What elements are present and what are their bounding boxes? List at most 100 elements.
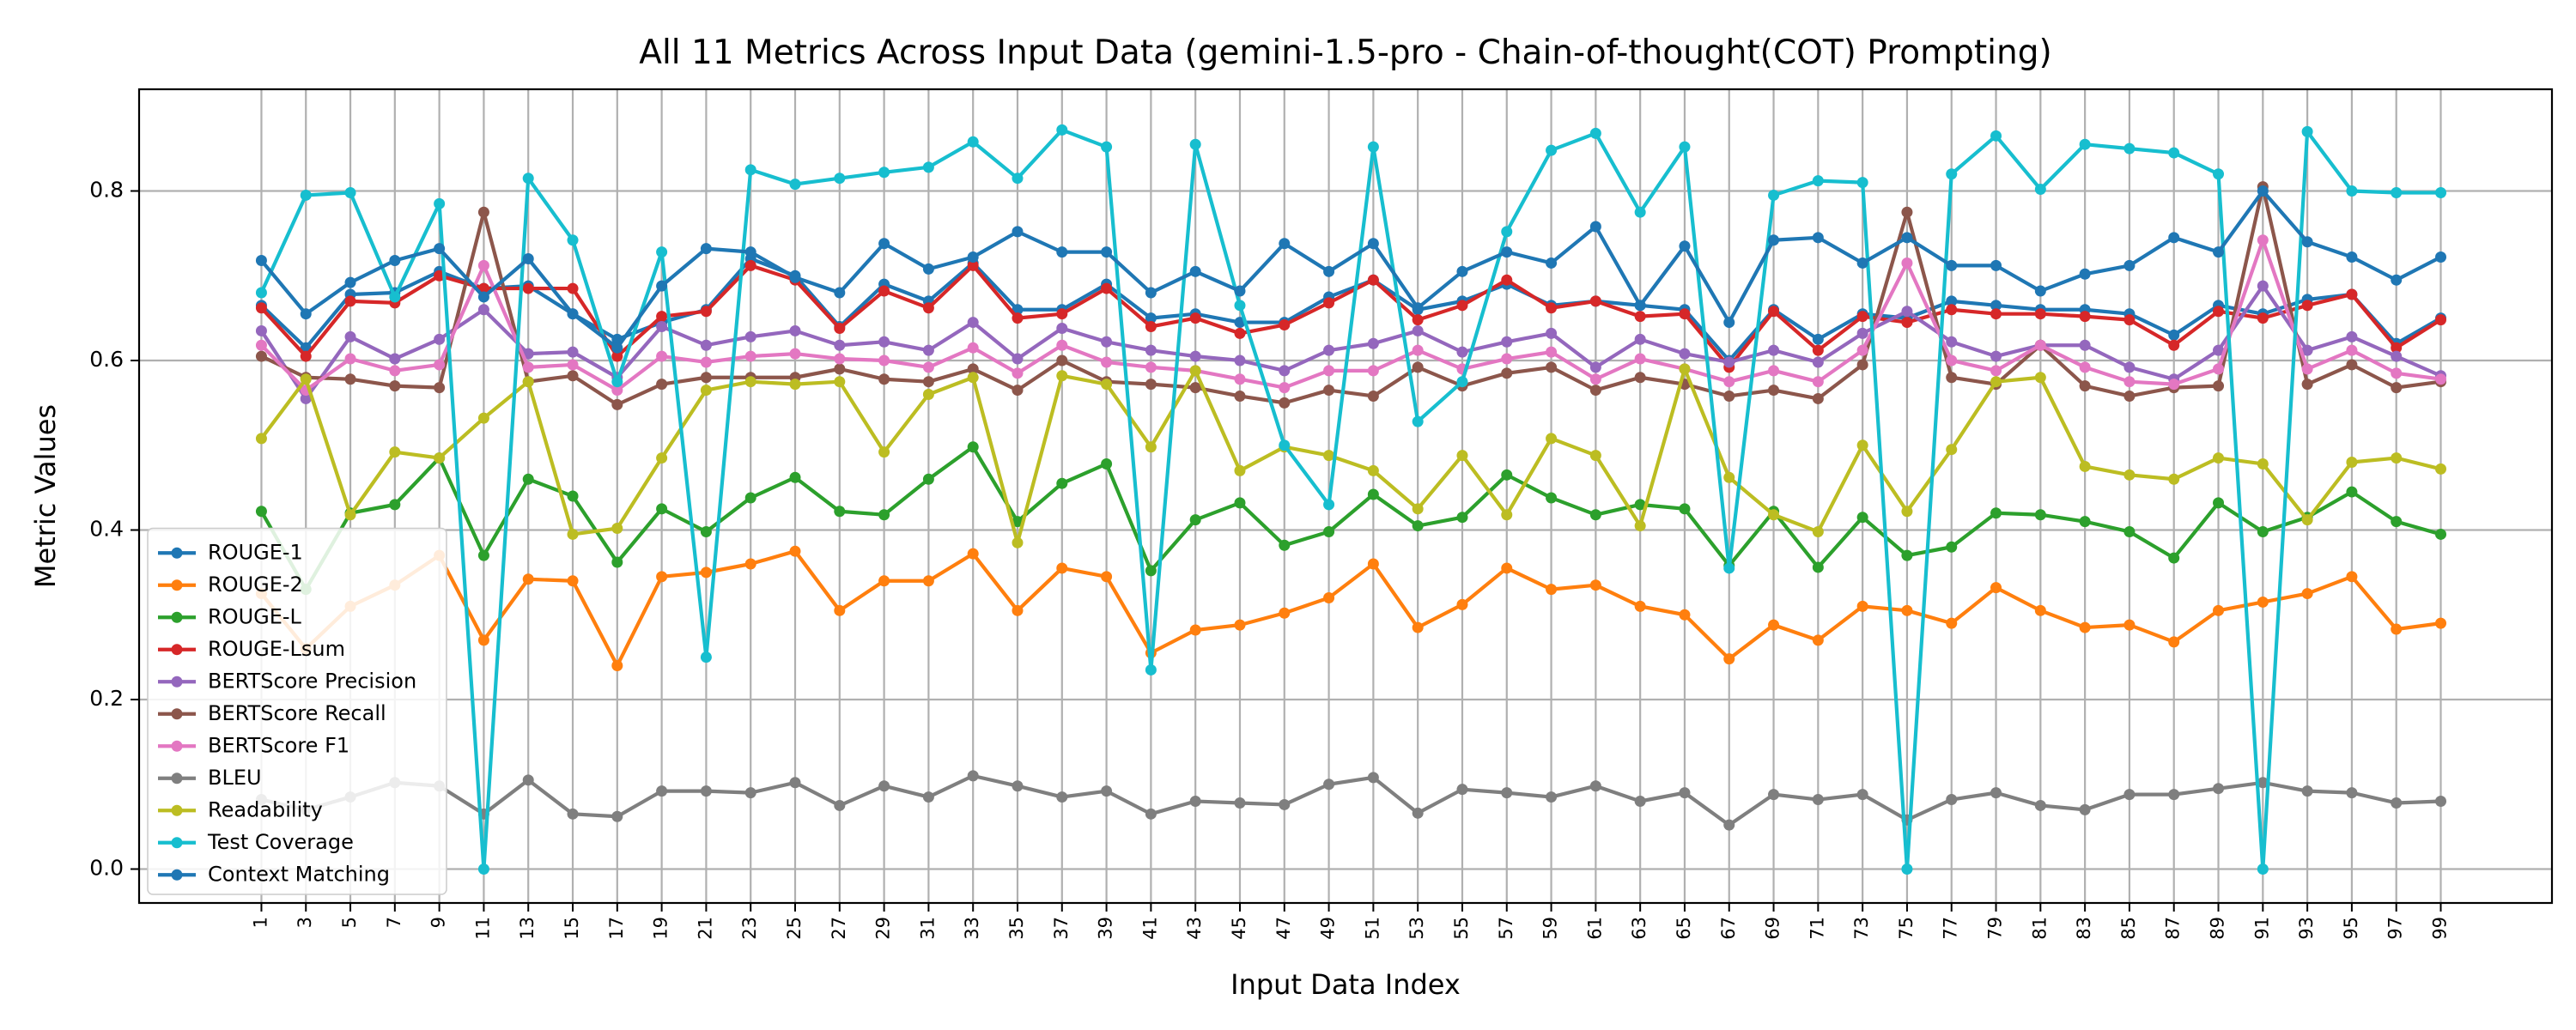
series-line	[259, 549, 2441, 668]
x-tick-label: 21	[695, 917, 715, 940]
data-point	[922, 361, 934, 373]
data-point	[1546, 791, 1558, 803]
data-point	[2257, 525, 2269, 537]
data-point	[2168, 789, 2180, 801]
x-tick-label: 19	[651, 917, 671, 940]
data-point	[656, 379, 668, 391]
data-point	[567, 359, 579, 371]
data-point	[1412, 302, 1424, 314]
x-tick-label: 23	[739, 917, 760, 940]
data-point	[522, 361, 534, 373]
series-context-matching	[255, 185, 2447, 354]
data-point	[922, 473, 934, 485]
x-tick-label: 71	[1807, 917, 1827, 940]
data-point	[878, 336, 890, 348]
data-point	[1856, 359, 1868, 371]
x-tick-label: 37	[1051, 917, 1072, 940]
legend-label: BERTScore F1	[208, 733, 349, 757]
data-point	[1279, 607, 1291, 619]
data-point	[2257, 596, 2269, 608]
data-point	[1946, 444, 1958, 456]
data-point	[1812, 175, 1824, 187]
data-point	[477, 863, 489, 875]
data-point	[1456, 512, 1468, 524]
data-point	[2391, 274, 2403, 286]
data-point	[2123, 376, 2136, 388]
data-point	[878, 238, 890, 250]
data-point	[1990, 350, 2002, 362]
data-point	[834, 799, 846, 811]
x-tick-label: 5	[339, 917, 360, 928]
x-tick-label: 17	[606, 917, 627, 940]
data-point	[344, 276, 356, 288]
data-point	[744, 246, 756, 258]
data-point	[967, 251, 979, 264]
data-point	[1056, 791, 1068, 803]
data-point	[255, 302, 267, 314]
data-point	[1589, 221, 1601, 233]
data-point	[611, 660, 623, 671]
data-point	[1234, 797, 1246, 809]
x-tick-label: 9	[428, 917, 449, 928]
x-tick-label: 53	[1406, 917, 1427, 940]
x-tick-label: 91	[2251, 917, 2272, 940]
data-point	[255, 433, 267, 445]
x-tick-label: 75	[1896, 917, 1917, 940]
data-point	[1367, 488, 1379, 500]
data-point	[2034, 799, 2046, 811]
data-point	[1323, 297, 1335, 309]
data-point	[1412, 807, 1424, 819]
data-point	[744, 558, 756, 570]
data-point	[2391, 516, 2403, 528]
series-rouge-l	[255, 441, 2447, 596]
data-point	[1990, 259, 2002, 271]
series-line	[259, 367, 2442, 545]
data-point	[1723, 390, 1735, 402]
data-point	[1946, 354, 1958, 367]
data-point	[789, 348, 801, 360]
data-point	[611, 376, 623, 388]
data-point	[1367, 337, 1379, 349]
data-point	[1323, 344, 1335, 356]
data-point	[1634, 300, 1646, 312]
data-point	[1234, 464, 1246, 476]
data-point	[2213, 246, 2225, 258]
data-point	[1145, 361, 1157, 373]
data-point	[300, 308, 312, 320]
data-point	[434, 270, 446, 282]
data-point	[656, 321, 668, 332]
data-point	[1812, 356, 1824, 368]
x-tick-label: 87	[2163, 917, 2184, 940]
data-point	[611, 398, 623, 410]
data-point	[1056, 370, 1068, 382]
data-point	[567, 282, 579, 294]
data-point	[1456, 450, 1468, 462]
data-point	[1901, 604, 1913, 616]
data-point	[1056, 308, 1068, 320]
data-point	[255, 324, 267, 336]
legend-item: ROUGE-Lsum	[158, 637, 345, 661]
data-point	[1546, 361, 1558, 373]
data-point	[1856, 257, 1868, 269]
data-point	[2301, 785, 2313, 797]
data-point	[2391, 367, 2403, 379]
data-point	[1323, 450, 1335, 462]
data-point	[1946, 168, 1958, 180]
data-point	[1367, 464, 1379, 476]
data-point	[700, 243, 712, 255]
data-point	[2391, 186, 2403, 198]
legend-item: BERTScore F1	[158, 733, 349, 757]
data-point	[1323, 499, 1335, 511]
data-point	[656, 452, 668, 464]
data-point	[1679, 240, 1691, 252]
data-point	[922, 344, 934, 356]
data-point	[2123, 789, 2136, 801]
data-point	[1412, 344, 1424, 356]
data-point	[2079, 361, 2091, 373]
data-point	[1501, 226, 1513, 238]
data-point	[878, 285, 890, 297]
data-point	[1367, 274, 1379, 286]
x-tick-label: 3	[295, 917, 315, 928]
data-point	[1946, 617, 1958, 629]
